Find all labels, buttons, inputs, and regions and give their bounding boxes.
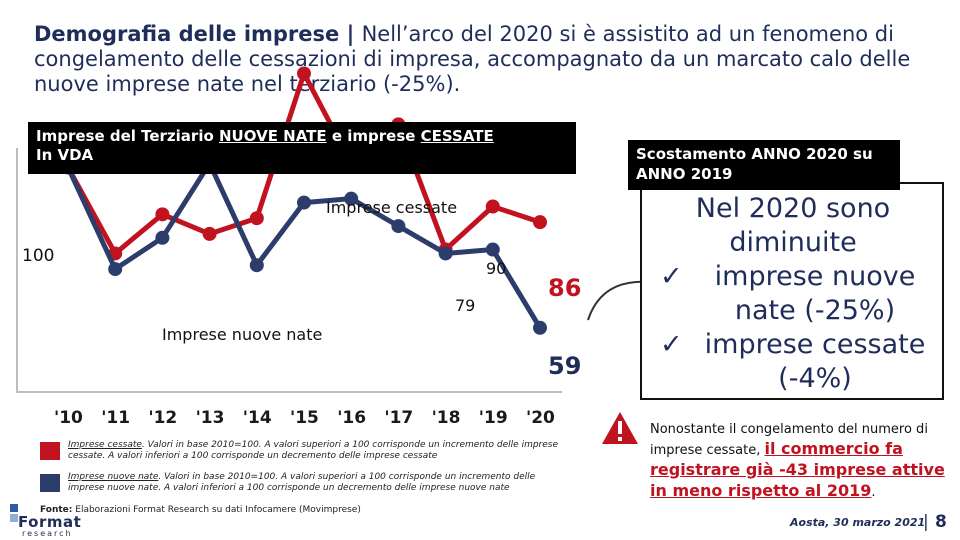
checkmark-icon: ✓ (660, 329, 683, 360)
summary-title: Nel 2020 sono diminuite (695, 193, 891, 258)
logo-sub: research (22, 529, 73, 538)
data-point-nuove-1 (108, 262, 123, 277)
x-tick-label: '12 (148, 408, 178, 428)
data-point-nuove-2 (155, 230, 170, 245)
legend-cessate-title: Imprese cessate (68, 440, 142, 450)
footer-place-date: Aosta, 30 marzo 2021 (790, 516, 926, 529)
x-tick-label: '18 (431, 408, 461, 428)
summary-item-cessate-text: imprese cessate (-4%) (704, 329, 926, 394)
legend-swatch-red (40, 442, 60, 460)
x-tick-label: '17 (384, 408, 414, 428)
logo-name: Format (18, 513, 82, 531)
data-point-nuove-5 (297, 195, 311, 210)
x-tick-label: '15 (290, 408, 319, 428)
summary-item-cessate: ✓ imprese cessate (-4%) (660, 328, 940, 396)
data-point-cessate-9 (485, 199, 500, 214)
series-label-nuove: Imprese nuove nate (162, 325, 323, 344)
chart-header-cessate: CESSATE (420, 127, 494, 145)
source-note: Fonte: Elaborazioni Format Research su d… (40, 505, 361, 515)
x-tick-label: '20 (526, 408, 555, 428)
x-tick-label: '14 (242, 408, 272, 428)
checkmark-icon: ✓ (660, 261, 683, 292)
x-tick-label: '11 (101, 408, 131, 428)
chart-header-part3: In VDA (36, 146, 94, 164)
data-label-59: 59 (548, 352, 582, 380)
source-label: Fonte: (40, 505, 73, 515)
right-header: Scostamento ANNO 2020 su ANNO 2019 (628, 140, 900, 190)
chart-axes-frame (16, 148, 562, 393)
data-point-nuove-7 (391, 219, 406, 234)
data-point-nuove-10 (533, 320, 547, 335)
title-lead: Demografia delle imprese | (34, 22, 362, 46)
note-text2: . (871, 485, 876, 500)
warning-note: Nonostante il congelamento del numero di… (650, 420, 946, 502)
data-point-nuove-4 (249, 258, 264, 273)
summary-item-nuove: ✓ imprese nuove nate (-25%) (660, 260, 940, 328)
data-label-90: 90 (486, 259, 507, 278)
legend-cessate-text: . Valori in base 2010=100. A valori supe… (68, 440, 559, 461)
reference-100-label: 100 (22, 246, 55, 266)
data-point-nuove-6 (344, 191, 359, 206)
title-text: Nell’arco del 2020 si è assistito ad un … (34, 22, 911, 96)
warning-icon (602, 412, 638, 444)
note-text1: Nonostante il congelamento del numero di… (650, 422, 928, 458)
data-point-cessate-5 (297, 66, 311, 81)
data-label-79: 79 (455, 296, 476, 315)
data-point-cessate-10 (533, 215, 547, 230)
note-highlight: il commercio fa registrare già -43 impre… (650, 439, 945, 500)
legend-nuove-text: . Valori in base 2010=100. A valori supe… (68, 472, 536, 493)
page-title: Demografia delle imprese | Nell’arco del… (34, 22, 934, 97)
x-tick-label: '13 (195, 408, 225, 428)
data-point-nuove-9 (485, 242, 500, 257)
format-logo-icon (10, 504, 18, 522)
data-point-cessate-2 (155, 207, 170, 222)
source-text: Elaborazioni Format Research su dati Inf… (72, 505, 361, 515)
chart-header-part2: e imprese (326, 127, 421, 145)
legend-item-cessate: Imprese cessate. Valori in base 2010=100… (40, 440, 560, 462)
chart-header-nuove: NUOVE NATE (219, 127, 327, 145)
summary-box (640, 182, 944, 400)
legend-swatch-navy (40, 474, 60, 492)
legend-item-nuove: Imprese nuove nate. Valori in base 2010=… (40, 472, 560, 494)
data-point-cessate-4 (249, 211, 264, 226)
summary-item-nuove-text: imprese nuove nate (-25%) (714, 261, 916, 326)
x-tick-label: '19 (478, 408, 508, 428)
chart-header-part1: Imprese del Terziario (36, 127, 219, 145)
data-point-cessate-3 (202, 226, 217, 241)
chart-header: Imprese del Terziario NUOVE NATE e impre… (28, 122, 576, 174)
legend-nuove-title: Imprese nuove nate (68, 472, 159, 482)
data-point-nuove-8 (438, 246, 453, 261)
page-number: 8 (935, 512, 947, 532)
data-label-86: 86 (548, 274, 582, 302)
footer-separator: | (923, 512, 929, 532)
x-tick-label: '10 (54, 408, 83, 428)
x-tick-label: '16 (337, 408, 367, 428)
series-label-cessate: Imprese cessate (326, 198, 458, 217)
